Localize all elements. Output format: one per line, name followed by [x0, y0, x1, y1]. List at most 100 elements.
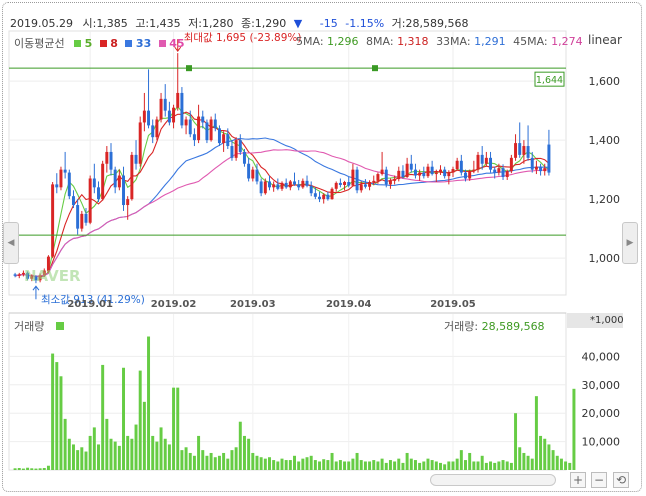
zoom-out-button[interactable]: −	[591, 472, 607, 488]
volume-swatch	[55, 322, 64, 330]
candle-body	[63, 169, 67, 173]
candle-body	[51, 184, 55, 257]
volume-bar	[484, 462, 488, 470]
volume-bar	[418, 462, 422, 470]
volume-bar	[555, 455, 559, 470]
volume-bar	[497, 461, 501, 470]
ma45-label: 45	[169, 37, 185, 50]
reset-button[interactable]: ⟲	[613, 472, 629, 488]
zoom-in-button[interactable]: +	[570, 472, 586, 488]
volume-bar	[184, 447, 188, 470]
candle-body	[372, 180, 376, 183]
candle-body	[526, 146, 530, 158]
price-tick-label: 1,000	[589, 252, 621, 265]
reset-icon: ⟲	[615, 473, 627, 487]
volume-unit-box	[567, 313, 623, 328]
candle-body	[30, 276, 34, 279]
scroll-left-handle[interactable]: ◀	[3, 222, 19, 264]
candle-body	[113, 169, 117, 188]
volume-bar	[501, 460, 505, 470]
candle-body	[518, 143, 522, 155]
volume-bar	[464, 460, 467, 470]
candle-body	[151, 125, 155, 138]
candle-body	[180, 92, 184, 126]
volume-bar	[351, 458, 355, 470]
time-scrollbar[interactable]	[430, 474, 556, 486]
candle-body	[238, 140, 242, 152]
price-tick-label: 1,600	[589, 75, 621, 88]
volume-bar	[543, 438, 547, 470]
volume-bar	[242, 435, 246, 470]
ma45-value: 1,274	[551, 35, 583, 48]
candle-body	[226, 134, 230, 147]
volume-bar	[393, 461, 397, 470]
candle-body	[55, 184, 59, 188]
candle-body	[255, 169, 259, 182]
volume-bar	[401, 462, 405, 470]
scale-toggle[interactable]: linear	[588, 33, 622, 47]
candle-body	[380, 169, 384, 175]
volume-bar	[288, 460, 292, 470]
candle-body	[101, 163, 105, 200]
candle-body	[167, 110, 171, 123]
volume-readout: 거래량: 28,589,568	[444, 318, 545, 334]
candle-body	[272, 184, 276, 188]
volume-tick-label: 20,000	[582, 407, 621, 420]
volume-bar	[109, 438, 113, 470]
volume-bar	[397, 458, 401, 470]
ma-legend-item[interactable]: 8	[99, 37, 122, 50]
candle-body	[67, 172, 71, 197]
volume-bar	[534, 396, 538, 470]
reference-line-handle	[372, 65, 378, 72]
candlestick-series	[13, 53, 551, 284]
candle-body	[301, 180, 305, 188]
volume-bar	[38, 468, 42, 470]
ma8-swatch	[99, 40, 107, 47]
candle-body	[476, 154, 480, 170]
candle-body	[493, 169, 497, 173]
candle-body	[247, 163, 251, 179]
volume-bar	[564, 461, 568, 470]
volume-bar	[255, 455, 259, 470]
volume-bar	[180, 450, 184, 470]
candle-body	[484, 157, 488, 164]
volume-bar	[355, 452, 359, 470]
candle-body	[276, 184, 280, 189]
ma-legend-item[interactable]: 45	[158, 37, 185, 50]
ma45-swatch	[158, 40, 166, 47]
candle-body	[176, 92, 180, 108]
header-volume-label: 거:	[391, 17, 406, 30]
volume-bar	[426, 458, 430, 470]
header-change: -15	[319, 17, 338, 30]
candle-body	[88, 178, 92, 223]
volume-bar	[201, 450, 205, 470]
scroll-right-handle[interactable]: ▶	[622, 222, 638, 264]
volume-bar	[117, 445, 121, 470]
candle-body	[122, 175, 126, 206]
volume-bar	[209, 452, 213, 470]
candle-body	[459, 160, 463, 173]
volume-bar	[159, 427, 163, 470]
volume-bar	[134, 424, 138, 470]
volume-bar	[476, 461, 480, 470]
header-change-pct: -1.15%	[345, 17, 385, 30]
volume-bar	[326, 460, 330, 470]
price-tag-label: 1,644	[536, 75, 563, 86]
volume-bar	[547, 444, 551, 470]
volume-bar	[17, 468, 21, 470]
ma-legend-title: 이동평균선	[14, 37, 65, 50]
volume-bar	[305, 457, 309, 470]
volume-bar	[155, 441, 159, 470]
volume-bar	[338, 460, 342, 470]
candle-body	[251, 169, 255, 179]
ma-legend-item[interactable]: 5	[74, 37, 96, 50]
volume-bar	[368, 461, 372, 470]
volume-bar	[409, 458, 413, 470]
volume-bar	[309, 455, 313, 470]
volume-bar	[226, 458, 230, 470]
annotation-layer: 최대값 1,695 (-23.89%) 최소값 913 (41.29%) NAVER…	[9, 32, 566, 306]
volume-bar	[468, 452, 472, 470]
candle-body	[147, 110, 151, 126]
ma-legend-item[interactable]: 33	[125, 37, 154, 50]
volume-bar	[313, 460, 317, 470]
